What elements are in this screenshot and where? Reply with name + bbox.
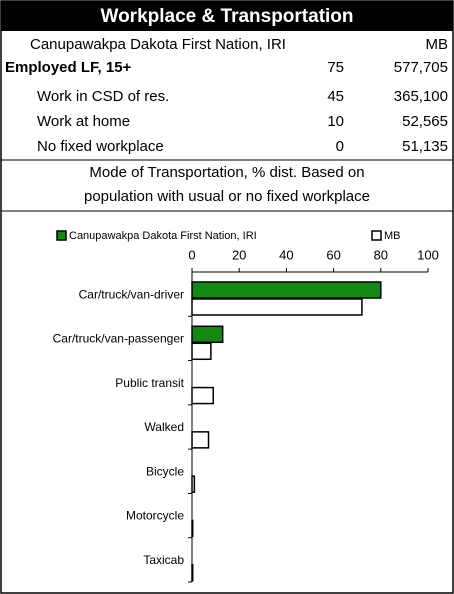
legend-swatch [371,230,382,241]
cell: 45 [327,88,344,105]
bar [191,475,196,493]
bar [191,281,382,299]
bar [191,342,212,361]
category-label: Car/truck/van-passenger [53,332,184,346]
legend-label: MB [384,230,401,242]
bar [191,298,363,316]
cell: 75 [327,59,344,76]
bar [191,431,210,449]
category-label: Taxicab [143,553,184,567]
bar [191,519,194,538]
cell: 365,100 [394,88,448,105]
legend-label: Canupawakpa Dakota First Nation, IRI [69,230,257,242]
x-tick-label: 0 [188,247,195,262]
row-label: Work at home [37,113,130,130]
title: Workplace & Transportation [100,6,353,27]
bar [191,325,224,344]
note-line: population with usual or no fixed workpl… [84,188,370,205]
cell: 0 [336,138,344,155]
category-label: Walked [144,420,184,434]
title-bar [1,1,453,31]
category-label: Bicycle [146,464,184,478]
cell: 51,135 [402,138,448,155]
cell: 577,705 [394,59,448,76]
note-line: Mode of Transportation, % dist. Based on [89,164,364,181]
category-label: Public transit [115,376,184,390]
bar [191,386,214,405]
cell: 52,565 [402,113,448,130]
x-tick-label: 100 [417,247,439,262]
column-header: Canupawakpa Dakota First Nation, IRI [30,36,286,53]
x-tick-label: 20 [232,247,246,262]
category-label: Motorcycle [126,509,184,523]
x-tick-label: 40 [279,247,293,262]
row-label: Employed LF, 15+ [5,59,132,76]
cell: 10 [327,113,344,130]
row-label: No fixed workplace [37,138,164,155]
category-label: Car/truck/van-driver [79,287,184,301]
x-tick-label: 60 [326,247,340,262]
x-tick-label: 80 [374,247,388,262]
row-label: Work in CSD of res. [37,88,169,105]
bar [191,563,194,582]
legend-swatch [56,230,67,241]
column-header: MB [426,36,449,53]
